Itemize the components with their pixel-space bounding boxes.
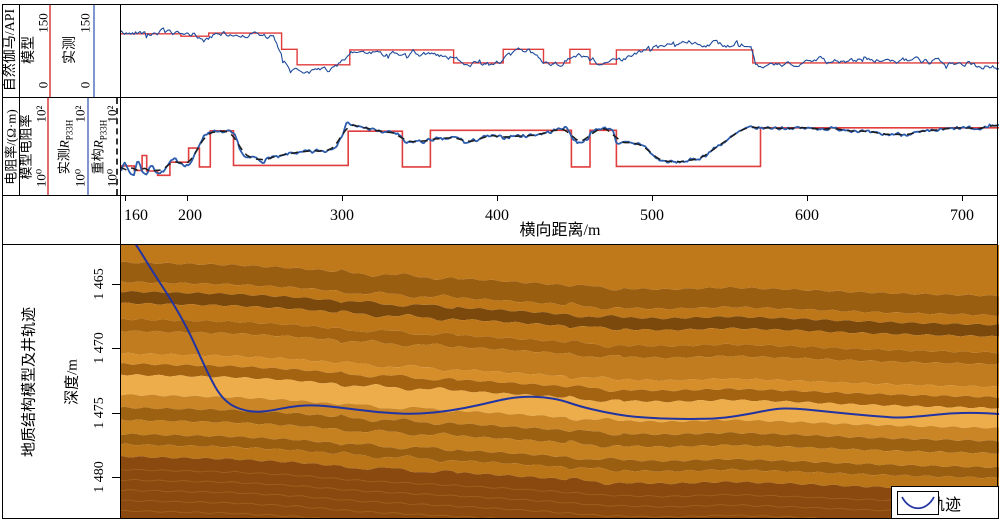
res-model-min: 10⁰ <box>33 168 49 188</box>
x-tick-mark <box>125 196 126 201</box>
gr-measured-max: 150 <box>77 13 93 33</box>
trajectory-legend: 钻井轨迹 <box>891 486 999 519</box>
frame-bottom-line <box>2 518 998 519</box>
gr-measured-label: 实测 <box>63 36 78 64</box>
x-tick-mark <box>652 196 653 201</box>
divider-axis-geo <box>2 244 998 245</box>
depth-tick-label: 1 465 <box>92 268 107 300</box>
depth-tick-mark <box>112 284 120 285</box>
res-measured-min: 10⁰ <box>72 168 88 188</box>
x-tick-label: 600 <box>795 207 819 224</box>
gr-measured-scale-rule <box>93 5 95 97</box>
x-tick-mark <box>342 196 343 201</box>
res-model-max: 10² <box>33 105 49 123</box>
depth-tick-label: 1 475 <box>92 397 107 429</box>
frame-left-line <box>2 4 3 519</box>
res-model-scale-rule <box>47 98 49 195</box>
geo-group-label: 地质结构模型及井轨迹 <box>21 306 38 458</box>
geology-panel-chart <box>120 245 999 518</box>
x-tick-mark <box>807 196 808 201</box>
res-group-label: 电阻率/(Ω·m) <box>3 109 19 185</box>
res-measured-scale-rule <box>87 98 89 195</box>
divider-gr-res <box>2 97 998 98</box>
x-tick-mark <box>187 196 188 201</box>
x-tick-mark <box>497 196 498 201</box>
x-tick-label: 500 <box>640 207 664 224</box>
depth-tick-label: 1 480 <box>92 461 107 493</box>
res-measured-label: 实测RP33H <box>56 119 75 175</box>
x-tick-label: 400 <box>485 207 509 224</box>
frame-right-line <box>997 4 998 519</box>
x-tick-label: 700 <box>950 207 974 224</box>
gr-model-label: 模型 <box>22 36 37 64</box>
x-axis-title: 横向距离/m <box>519 222 601 239</box>
depth-tick-label: 1 470 <box>92 332 107 364</box>
x-tick-label: 200 <box>178 207 202 224</box>
res-measured-max: 10² <box>72 105 88 123</box>
x-tick-mark <box>962 196 963 201</box>
label-column-divider <box>19 4 20 196</box>
depth-tick-mark <box>112 348 120 349</box>
x-tick-label: 160 <box>124 207 148 224</box>
divider-res-axis <box>2 195 998 196</box>
plot-left-border <box>120 4 121 518</box>
gr-model-max: 150 <box>35 13 51 33</box>
gr-model-min: 0 <box>35 81 51 89</box>
res-recon-scale-rule <box>116 98 118 195</box>
gr-measured-min: 0 <box>77 81 93 89</box>
depth-tick-mark <box>112 413 120 414</box>
depth-axis-label: 深度/m <box>64 359 81 405</box>
resistivity-panel-chart <box>120 121 999 177</box>
depth-tick-mark <box>112 477 120 478</box>
x-tick-label: 300 <box>330 207 354 224</box>
gr-group-label: 自然伽马/API <box>3 8 18 92</box>
frame-top-line <box>2 4 998 5</box>
res-recon-label: 重构RP33H <box>90 119 109 175</box>
trajectory-icon <box>897 490 939 515</box>
gr-model-scale-rule <box>49 5 51 97</box>
gamma-panel-chart <box>120 27 999 74</box>
